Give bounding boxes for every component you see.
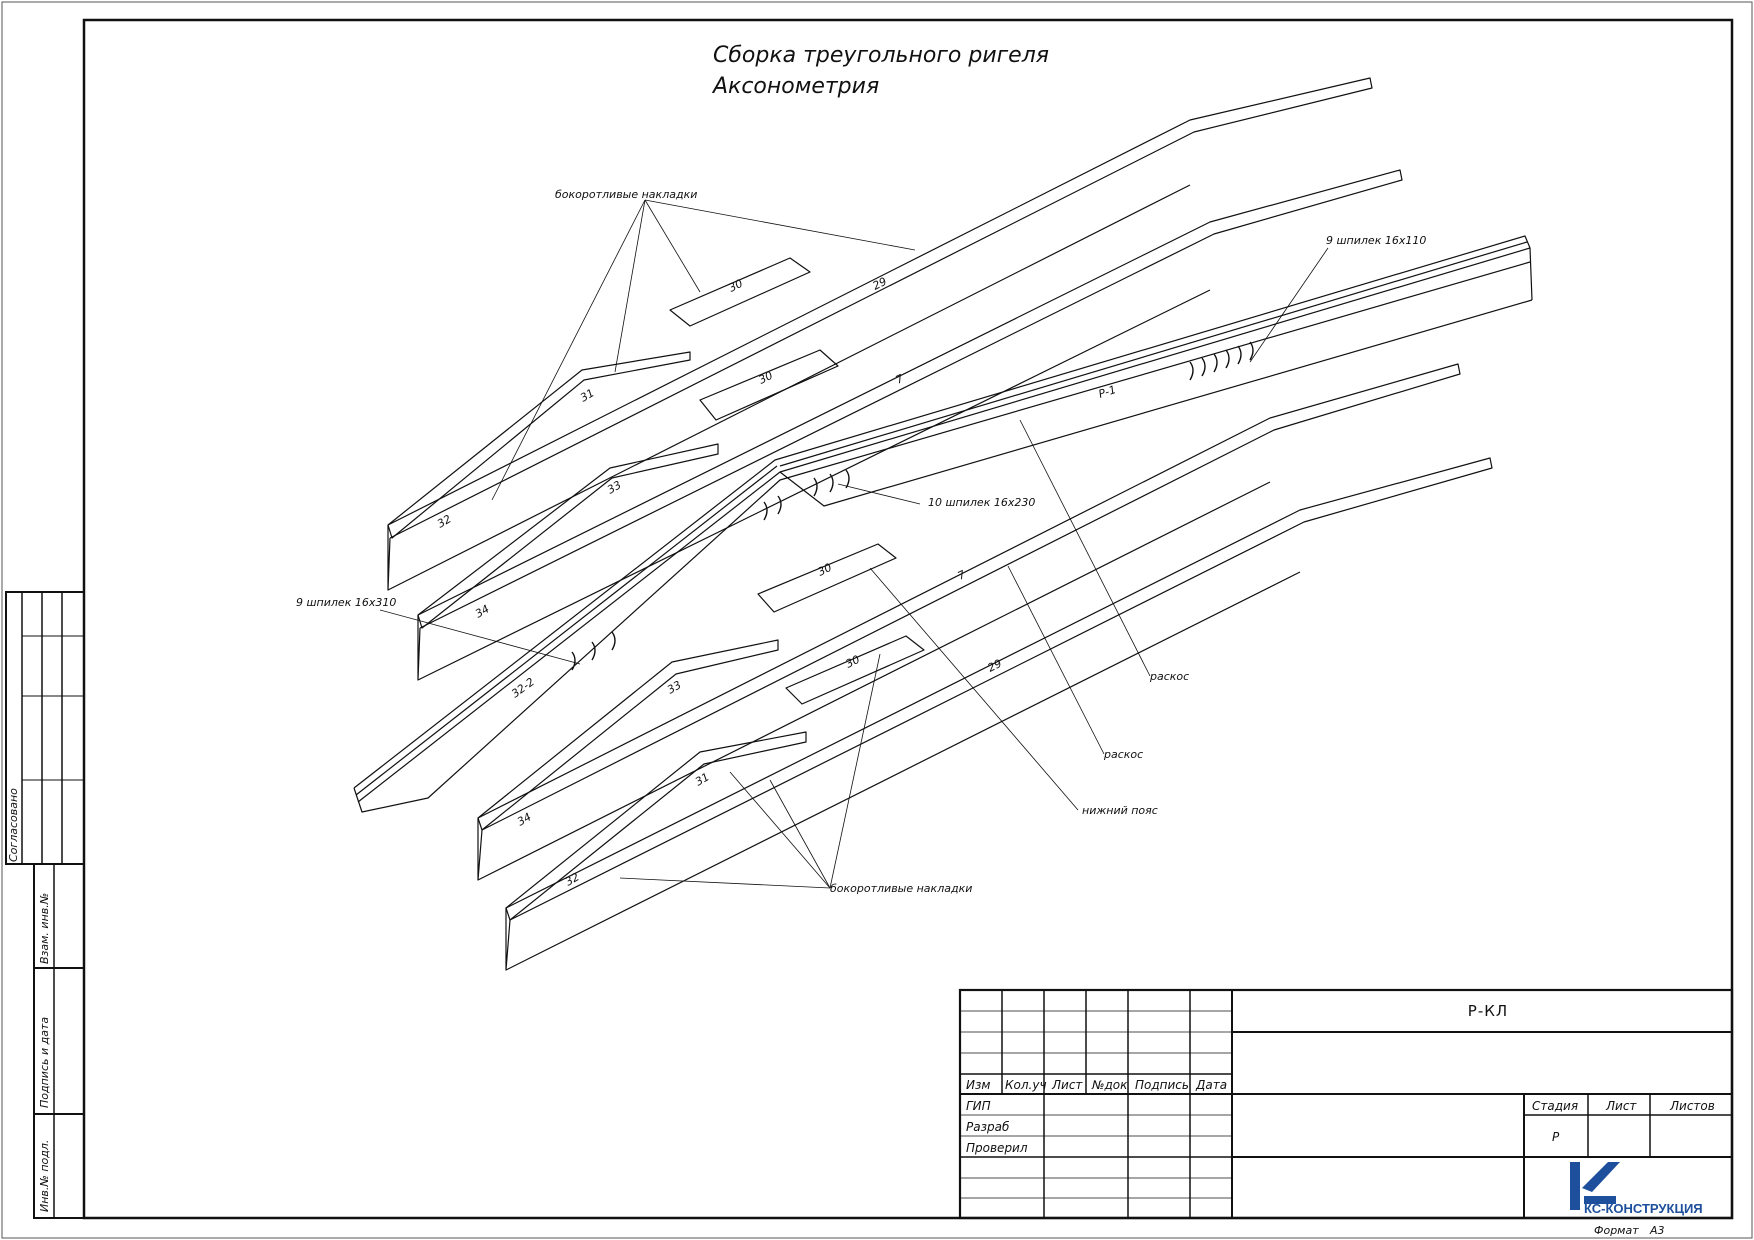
stamp-agreed: Согласовано xyxy=(7,788,20,862)
callout-top-pads: бокоротливые накладки xyxy=(555,188,697,201)
drawing-frame xyxy=(82,18,1734,1220)
callout-bolts-center: 10 шпилек 16х230 xyxy=(928,496,1035,509)
part-number: 7 xyxy=(956,568,968,583)
side-stamp xyxy=(5,591,85,1219)
stamp-sign-date: Подпись и дата xyxy=(38,1017,51,1108)
tb-header-date: Дата xyxy=(1195,1078,1227,1092)
format-label: Формат xyxy=(1594,1224,1639,1237)
lower-chord-c xyxy=(477,363,1461,881)
callout-detail-1: раскос xyxy=(1149,670,1189,683)
part-number: 32-2 xyxy=(509,675,537,700)
tb-header-sign: Подпись xyxy=(1135,1078,1189,1092)
callout-bottom-pads: бокоротливые накладки xyxy=(830,882,972,895)
callout-bolts-left: 9 шпилек 16х310 xyxy=(296,596,396,609)
bolts-right xyxy=(1189,341,1254,381)
pad-33-top xyxy=(417,349,839,629)
tb-sheets-header: Листов xyxy=(1669,1099,1715,1113)
tb-header-sheet: Лист xyxy=(1051,1078,1083,1092)
isometric-assembly xyxy=(353,77,1533,971)
leaders xyxy=(379,199,1329,889)
tb-role-gip: ГИП xyxy=(966,1099,991,1113)
drawing-subtitle: Аксонометрия xyxy=(711,74,879,99)
callout-detail-2: раскос xyxy=(1103,748,1143,761)
title-block xyxy=(958,988,1734,1220)
part-number: 30 xyxy=(844,653,862,671)
part-number: 34 xyxy=(473,602,492,620)
drawing-title: Сборка треугольного ригеля xyxy=(713,43,1049,68)
part-number: 31 xyxy=(693,770,712,788)
lower-chord-d xyxy=(505,457,1493,971)
part-number: 31 xyxy=(578,386,597,404)
format-value: А3 xyxy=(1649,1224,1665,1237)
part-number: 30 xyxy=(816,561,834,579)
part-number: 33 xyxy=(605,478,624,496)
upper-chord-a xyxy=(387,77,1373,591)
tb-header-change: Изм xyxy=(966,1078,990,1092)
part-number: Р-1 xyxy=(1097,383,1118,401)
stamp-inv-orig: Инв.№ подл. xyxy=(38,1140,51,1212)
part-number: 32 xyxy=(435,512,454,530)
tb-stage-header: Стадия xyxy=(1532,1099,1578,1113)
upper-chord-b xyxy=(417,169,1403,681)
part-number: 34 xyxy=(515,810,534,828)
part-number: 32 xyxy=(563,870,582,888)
part-number: 29 xyxy=(986,657,1004,675)
central-chord xyxy=(353,235,1533,813)
bolts-center xyxy=(763,469,850,521)
pad-33-bottom xyxy=(477,543,897,831)
tb-header-count: Кол.уч xyxy=(1005,1078,1047,1092)
logo-k-stem-icon xyxy=(1570,1162,1580,1210)
callout-bolts-right: 9 шпилек 16х110 xyxy=(1326,234,1426,247)
part-number: 7 xyxy=(894,372,906,387)
tb-header-doc: №док xyxy=(1091,1078,1128,1092)
pad-31-bottom xyxy=(505,635,925,921)
pad-31-top xyxy=(387,257,811,539)
bolts-left xyxy=(571,631,616,671)
company-name: КС-КОНСТРУКЦИЯ xyxy=(1584,1201,1703,1216)
tb-role-checker: Проверил xyxy=(966,1141,1028,1155)
company-logo xyxy=(1570,1162,1620,1210)
tb-sheet-header: Лист xyxy=(1605,1099,1637,1113)
part-number: 30 xyxy=(727,277,745,295)
document-code: Р-КЛ xyxy=(1468,1002,1508,1020)
tb-role-developer: Разраб xyxy=(966,1120,1010,1134)
logo-k-arm-icon xyxy=(1582,1162,1620,1192)
part-number: 29 xyxy=(871,275,889,293)
part-number: 33 xyxy=(665,678,684,696)
tb-stage-value: Р xyxy=(1552,1130,1560,1144)
callout-detail-3: нижний пояс xyxy=(1082,804,1158,817)
part-number: 30 xyxy=(757,369,775,387)
stamp-inv-replaced: Взам. инв.№ xyxy=(38,893,51,964)
